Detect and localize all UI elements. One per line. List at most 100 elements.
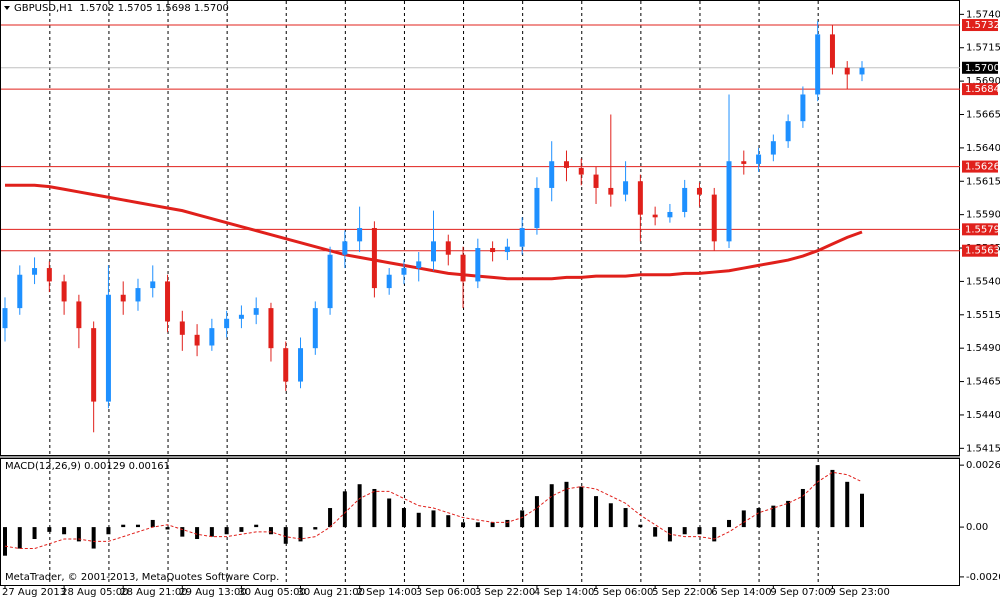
y-tick-label: 1.5740 — [966, 9, 1000, 20]
macd-bar — [431, 510, 436, 528]
macd-bar — [91, 527, 96, 549]
macd-bar — [520, 510, 525, 528]
price-panel-frame — [0, 0, 960, 456]
macd-bar — [579, 486, 584, 528]
candle-body — [150, 281, 156, 289]
level-label-box — [962, 19, 998, 32]
macd-bar — [727, 519, 732, 528]
x-tick-label: 3 Sep 06:00 — [416, 587, 476, 598]
y-tick-label: 1.5490 — [966, 343, 1000, 354]
candle-body — [165, 281, 171, 322]
candle-body — [298, 348, 304, 382]
candle-body — [2, 308, 8, 329]
macd-bar — [17, 527, 22, 549]
macd-bar — [697, 527, 702, 535]
y-tick-label: 1.5415 — [966, 443, 1000, 454]
macd-bar — [342, 491, 347, 528]
macd-bar — [475, 522, 480, 528]
macd-bar — [313, 527, 318, 530]
macd-bar — [224, 527, 229, 535]
candle-body — [756, 154, 762, 164]
macd-bar — [180, 527, 185, 537]
candle-body — [76, 301, 82, 329]
candle-body — [608, 187, 614, 195]
macd-bar — [638, 524, 643, 528]
candle-body — [800, 94, 806, 122]
macd-bar — [328, 508, 333, 528]
candle-body — [327, 254, 333, 309]
symbol-menu-icon[interactable] — [4, 6, 10, 10]
x-tick-label: 9 Sep 23:00 — [829, 587, 889, 598]
macd-bar — [549, 484, 554, 528]
candle-body — [563, 161, 569, 168]
x-tick-label: 29 Aug 13:00 — [179, 587, 246, 598]
candle-body — [623, 181, 629, 195]
macd-bar — [106, 527, 111, 535]
candle-body — [371, 228, 377, 289]
macd-bar — [283, 527, 288, 544]
candle-body — [283, 348, 289, 382]
y-tick-label: 1.5640 — [966, 143, 1000, 154]
macd-bar — [653, 527, 658, 537]
x-tick-label: 27 Aug 2013 — [2, 587, 66, 598]
level-label-box — [962, 83, 998, 96]
y-tick-label: 0.00 — [966, 522, 988, 533]
macd-bar — [135, 524, 140, 528]
candle-body — [460, 254, 466, 282]
macd-bar — [209, 527, 214, 537]
x-tick-label: 28 Aug 05:00 — [61, 587, 128, 598]
level-label: 1.5563 — [965, 246, 1000, 257]
candle-body — [431, 241, 436, 262]
macd-bar — [121, 524, 126, 528]
macd-bar — [387, 498, 392, 528]
candle-body — [785, 121, 791, 142]
macd-header: MACD(12,26,9) 0.00129 0.00161 — [5, 461, 170, 472]
x-tick-label: 5 Sep 22:00 — [652, 587, 712, 598]
macd-bar — [682, 527, 687, 535]
macd-bar — [150, 519, 155, 528]
macd-bar — [786, 500, 791, 528]
level-label: 1.5626 — [965, 162, 1000, 173]
macd-bar — [623, 508, 628, 528]
y-tick-label: 1.5515 — [966, 310, 1000, 321]
candle-body — [401, 268, 407, 275]
x-tick-label: 3 Sep 22:00 — [475, 587, 535, 598]
candle-body — [667, 211, 673, 218]
price-label-box — [962, 61, 998, 74]
candle-body — [61, 281, 67, 302]
macd-bar — [357, 484, 362, 528]
y-tick-label: 1.5615 — [966, 176, 1000, 187]
candle-body — [32, 268, 38, 275]
candle-body — [238, 314, 244, 319]
candle-body — [194, 334, 200, 346]
candle-body — [312, 308, 318, 349]
macd-bar — [564, 481, 569, 528]
x-tick-label: 28 Aug 21:00 — [120, 587, 187, 598]
x-tick-label: 30 Aug 21:00 — [298, 587, 365, 598]
macd-bar — [3, 527, 7, 556]
candle-body — [696, 187, 702, 195]
candle-body — [726, 161, 732, 242]
macd-bar — [594, 496, 599, 528]
macd-panel-frame — [0, 458, 960, 586]
y-tick-label: 1.5590 — [966, 210, 1000, 221]
macd-bar — [712, 527, 717, 542]
macd-bar — [401, 508, 406, 528]
candle-body — [209, 328, 215, 346]
macd-bar — [195, 527, 200, 540]
macd-bar — [800, 488, 805, 528]
candle-body — [741, 161, 747, 164]
x-tick-label: 9 Sep 07:00 — [770, 587, 830, 598]
candle-body — [549, 161, 555, 188]
macd-bar — [268, 527, 273, 535]
candle-body — [859, 67, 865, 75]
level-label-box — [962, 244, 998, 257]
candle-body — [504, 246, 510, 253]
y-tick-label: -0.00209 — [966, 572, 1000, 583]
macd-bar — [62, 527, 67, 535]
candle-body — [815, 34, 821, 95]
y-tick-label: 1.5665 — [966, 110, 1000, 121]
macd-bar — [165, 527, 170, 530]
level-label-box — [962, 160, 998, 173]
